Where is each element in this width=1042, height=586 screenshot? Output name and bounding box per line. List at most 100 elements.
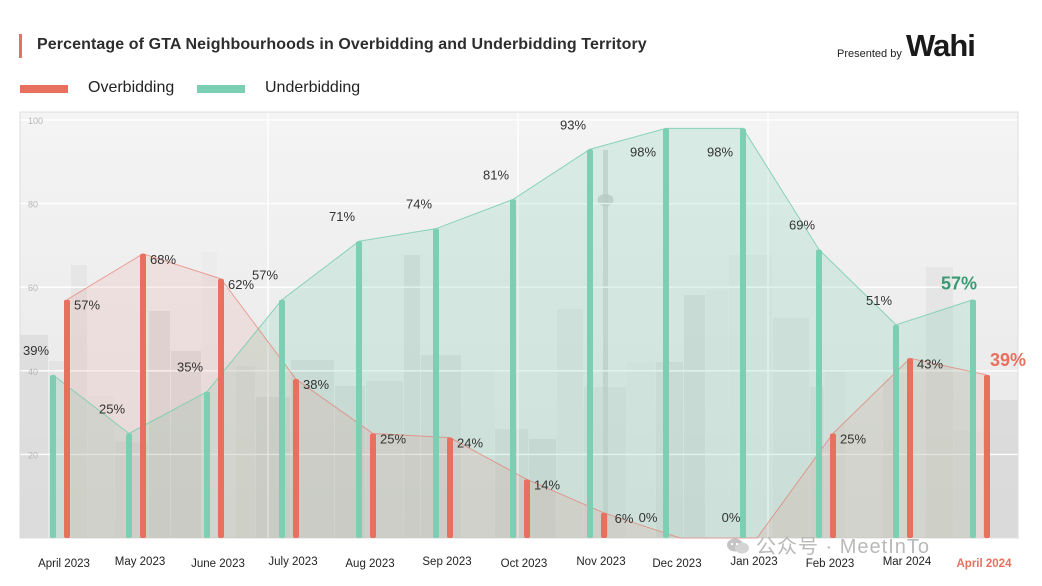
underbidding-data-label: 81% bbox=[483, 167, 509, 182]
underbidding-data-label: 93% bbox=[560, 117, 586, 132]
overbidding-bar bbox=[293, 379, 299, 538]
legend-label-underbidding: Underbidding bbox=[265, 79, 361, 96]
overbidding-bar bbox=[524, 479, 530, 538]
y-axis-tick-labels: 20 40 60 80 100 bbox=[28, 116, 43, 460]
x-tick-label: Nov 2023 bbox=[576, 556, 625, 568]
underbidding-data-label: 57% bbox=[252, 268, 278, 283]
underbidding-data-label: 69% bbox=[789, 218, 815, 233]
title-accent-bar bbox=[19, 34, 22, 58]
underbidding-data-label: 98% bbox=[630, 144, 656, 159]
overbidding-data-label: 25% bbox=[380, 432, 406, 447]
skyline-building bbox=[656, 362, 683, 538]
chart-title: Percentage of GTA Neighbourhoods in Over… bbox=[37, 36, 647, 53]
skyline-building bbox=[773, 318, 809, 538]
x-tick-label: Sep 2023 bbox=[422, 556, 471, 568]
overbidding-bar bbox=[830, 433, 836, 538]
logo-text: Wahi bbox=[906, 28, 976, 63]
skyline-building bbox=[20, 335, 48, 538]
underbidding-data-label: 35% bbox=[177, 360, 203, 375]
underbidding-bar bbox=[204, 391, 210, 538]
wechat-icon bbox=[727, 538, 749, 554]
underbidding-data-label: 25% bbox=[99, 402, 125, 417]
presented-by-label: Presented by bbox=[837, 48, 902, 60]
underbidding-bar bbox=[816, 249, 822, 538]
series-bars bbox=[50, 128, 990, 539]
skyline-building bbox=[846, 400, 882, 538]
skyline-building bbox=[729, 255, 772, 538]
x-tick-label: Jan 2023 bbox=[730, 556, 777, 568]
x-tick-label: June 2023 bbox=[191, 558, 245, 570]
skyline-building bbox=[529, 439, 556, 538]
x-tick-label: Mar 2024 bbox=[883, 556, 932, 568]
overbidding-data-label: 38% bbox=[303, 377, 329, 392]
skyline-building bbox=[171, 351, 201, 538]
overbidding-data-label: 14% bbox=[534, 477, 560, 492]
x-tick-label: Dec 2023 bbox=[652, 558, 701, 570]
overbidding-bar bbox=[447, 437, 453, 538]
skyline-building bbox=[404, 255, 420, 538]
x-tick-label: April 2023 bbox=[38, 558, 90, 570]
underbidding-bar bbox=[893, 324, 899, 538]
skyline-tower bbox=[603, 150, 608, 538]
legend-swatch-overbidding bbox=[20, 85, 68, 93]
overbidding-data-label: 6% bbox=[615, 511, 634, 526]
overbidding-data-label: 57% bbox=[74, 298, 100, 313]
x-tick-label: April 2024 bbox=[957, 558, 1013, 570]
wahi-logo: Wahi bbox=[906, 28, 976, 64]
x-tick-label: Oct 2023 bbox=[501, 558, 548, 570]
y-tick-label: 100 bbox=[28, 116, 43, 126]
underbidding-bar bbox=[433, 228, 439, 538]
overbidding-data-label-highlight: 39% bbox=[990, 350, 1026, 370]
skyline-building bbox=[557, 309, 583, 538]
y-tick-label: 80 bbox=[28, 200, 38, 210]
overbidding-bar bbox=[64, 299, 70, 538]
skyline-building bbox=[149, 311, 170, 538]
overbidding-data-label: 62% bbox=[228, 277, 254, 292]
overbidding-data-label: 43% bbox=[917, 356, 943, 371]
skyline-building bbox=[88, 396, 114, 538]
y-tick-label: 60 bbox=[28, 283, 38, 293]
underbidding-bar bbox=[126, 433, 132, 538]
watermark-text: 公众号 · MeetInTo bbox=[756, 536, 931, 558]
overbidding-data-label: 0% bbox=[639, 510, 658, 525]
x-tick-label: May 2023 bbox=[115, 556, 166, 568]
skyline-building bbox=[236, 366, 255, 538]
overbidding-bar bbox=[601, 512, 607, 538]
overbidding-bar bbox=[984, 374, 990, 538]
overbidding-data-label: 25% bbox=[840, 432, 866, 447]
underbidding-bar bbox=[356, 241, 362, 538]
grid-lines bbox=[19, 111, 1019, 539]
skyline-building bbox=[71, 265, 87, 538]
underbidding-data-label: 71% bbox=[329, 209, 355, 224]
underbidding-data-label: 98% bbox=[707, 144, 733, 159]
underbidding-bar bbox=[50, 374, 56, 538]
overbidding-bar bbox=[140, 253, 146, 538]
underbidding-bar bbox=[740, 128, 746, 539]
overbidding-bar bbox=[370, 433, 376, 538]
underbidding-bar bbox=[970, 299, 976, 538]
plot-border bbox=[19, 111, 1019, 539]
underbidding-bar bbox=[279, 299, 285, 538]
skyline-building bbox=[926, 267, 953, 538]
data-labels: 39%57%25%68%35%62%57%38%71%25%74%24%81%1… bbox=[23, 117, 1026, 526]
watermark: 公众号 · MeetInTo bbox=[726, 530, 930, 559]
y-tick-label: 20 bbox=[28, 450, 38, 460]
y-tick-label: 40 bbox=[28, 367, 38, 377]
underbidding-data-label-highlight: 57% bbox=[941, 274, 977, 294]
x-tick-label: Aug 2023 bbox=[345, 558, 394, 570]
skyline-building bbox=[627, 362, 655, 538]
overbidding-bar bbox=[218, 278, 224, 538]
overbidding-data-label: 0% bbox=[722, 510, 741, 525]
overbidding-data-label: 68% bbox=[150, 252, 176, 267]
skyline-building bbox=[684, 295, 705, 538]
legend-swatch-underbidding bbox=[197, 85, 245, 93]
underbidding-data-label: 74% bbox=[406, 197, 432, 212]
overbidding-data-label: 24% bbox=[457, 436, 483, 451]
underbidding-bar bbox=[510, 199, 516, 539]
skyline-building bbox=[421, 355, 461, 538]
x-tick-label: Feb 2023 bbox=[806, 558, 855, 570]
underbidding-bar bbox=[587, 149, 593, 538]
x-axis-tick-labels: April 2023 May 2023 June 2023 July 2023 Aug … bbox=[38, 556, 1012, 570]
skyline-building bbox=[954, 431, 982, 538]
